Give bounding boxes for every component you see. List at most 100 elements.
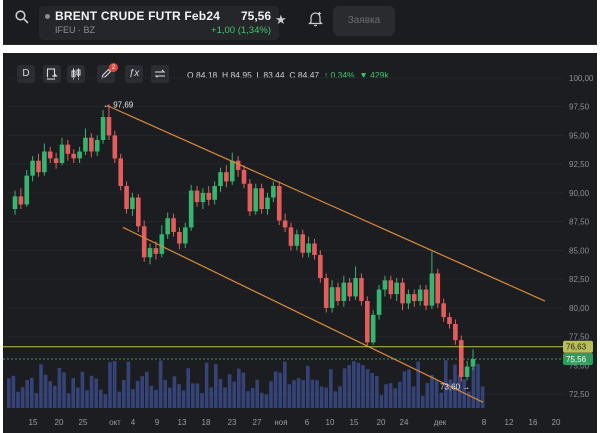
volume-bar (48, 381, 52, 408)
candle-body (441, 303, 446, 318)
search-icon[interactable] (15, 10, 29, 24)
candle-body (376, 289, 382, 315)
volume-bar (200, 393, 204, 408)
candle-body (406, 294, 411, 304)
volume-bar (453, 364, 457, 408)
y-tick-label: 95,00 (569, 131, 590, 140)
order-button[interactable]: Заявка (333, 6, 395, 36)
candle-body (124, 186, 129, 210)
candle-body (130, 197, 135, 210)
candle-body (77, 151, 82, 159)
compare-icon (154, 69, 166, 79)
volume-bar (306, 365, 310, 408)
volume-bar (16, 391, 20, 408)
ohlc-close: 84.47 (297, 70, 320, 80)
volume-bar (227, 374, 232, 408)
candle-body (429, 273, 435, 306)
volume-bar (292, 380, 296, 408)
candle-body (394, 282, 399, 295)
spacer (0, 45, 600, 53)
volume-bar (218, 379, 223, 408)
volume-bar (255, 379, 259, 408)
exchange-label: IFEU · BZ (55, 25, 95, 35)
volume-bar (333, 391, 338, 408)
volume-bar (296, 378, 301, 408)
volume-bar (283, 361, 287, 408)
y-tick-label: 77,50 (569, 333, 590, 342)
candle-body (112, 135, 118, 159)
indicators-button[interactable] (43, 65, 61, 83)
volume-bar (140, 376, 144, 408)
volume-bar (352, 361, 356, 408)
x-tick-label: 27 (253, 418, 262, 427)
candle-body (464, 366, 470, 377)
x-tick-label: 20 (55, 418, 64, 427)
volume-bar (158, 360, 163, 408)
last-price-tag: 75,56 (566, 355, 587, 364)
x-tick-label: ноя (274, 418, 287, 427)
volume-bar (246, 391, 250, 408)
volume-bar (112, 361, 117, 408)
candle-body (136, 197, 141, 227)
top-bar: BRENT CRUDE FUTR Feb24 IFEU · BZ 75,56 +… (3, 0, 597, 45)
candle-body (235, 160, 241, 170)
ohlc-o-label: O (187, 70, 194, 80)
candle-body (265, 197, 270, 210)
volume-bar (209, 387, 213, 408)
volume-bar (53, 385, 57, 408)
volume-bar (214, 364, 218, 408)
candle-body (359, 278, 364, 302)
volume-bar (430, 374, 434, 408)
volume-bar (122, 380, 126, 408)
ohlc-open: 84.18 (196, 70, 218, 80)
candle-body (94, 140, 100, 152)
y-tick-label: 100,00 (569, 74, 594, 83)
volume-bar (204, 362, 209, 408)
candle-body (282, 220, 288, 228)
ohlc-h-label: H (222, 70, 229, 80)
volume-bar (163, 379, 167, 408)
candle-body (259, 188, 264, 210)
price-level-tag: 76,63 (566, 343, 587, 352)
candle-body (229, 160, 235, 182)
candle-body (100, 117, 106, 141)
x-tick-label: 25 (79, 418, 88, 427)
candle-body (83, 137, 88, 152)
volume-bar (117, 391, 121, 408)
compare-button[interactable] (151, 65, 169, 83)
volume-bar (273, 371, 278, 408)
volume-bar (356, 362, 361, 408)
volume-icon: ▼ (359, 70, 368, 80)
candle-body (400, 282, 405, 304)
volume-bar (425, 383, 430, 408)
volume-bar (223, 387, 227, 408)
candle-body (194, 190, 200, 203)
volume-bar (264, 394, 269, 408)
volume-bar (85, 390, 89, 408)
candle-body (65, 144, 71, 154)
candle-body (177, 232, 182, 244)
timeframe-button[interactable]: D (17, 65, 35, 83)
candle-body (182, 227, 188, 244)
volume-bar (388, 383, 393, 408)
candle-body (347, 282, 352, 297)
volume-bar (177, 384, 181, 408)
volume-bar (407, 369, 411, 408)
candle-body (42, 151, 47, 173)
volume-bar (172, 376, 177, 408)
symbol-selector[interactable]: BRENT CRUDE FUTR Feb24 IFEU · BZ 75,56 +… (39, 6, 279, 40)
drawings-count-badge: 2 (109, 63, 118, 72)
formula-button[interactable]: ƒx (125, 65, 143, 83)
star-icon[interactable]: ★ (275, 12, 287, 27)
volume-bar (145, 371, 149, 408)
volume-bar (57, 367, 62, 408)
chart-panel[interactable]: D 2 ƒx O 84.18 H 84.95 L 83.44 C 84.47 ↑… (3, 53, 597, 433)
volume-bar (448, 379, 453, 408)
candle-body (159, 234, 165, 254)
volume-bar (149, 385, 154, 408)
price-chart[interactable]: 100,00 97,50 95,00 92,50 90,00 87,50 85,00 82,5… (3, 53, 597, 433)
volume-bar (76, 387, 80, 408)
alert-bell-icon[interactable] (308, 11, 323, 27)
volume-bar (398, 381, 402, 408)
candle-body (370, 314, 376, 343)
